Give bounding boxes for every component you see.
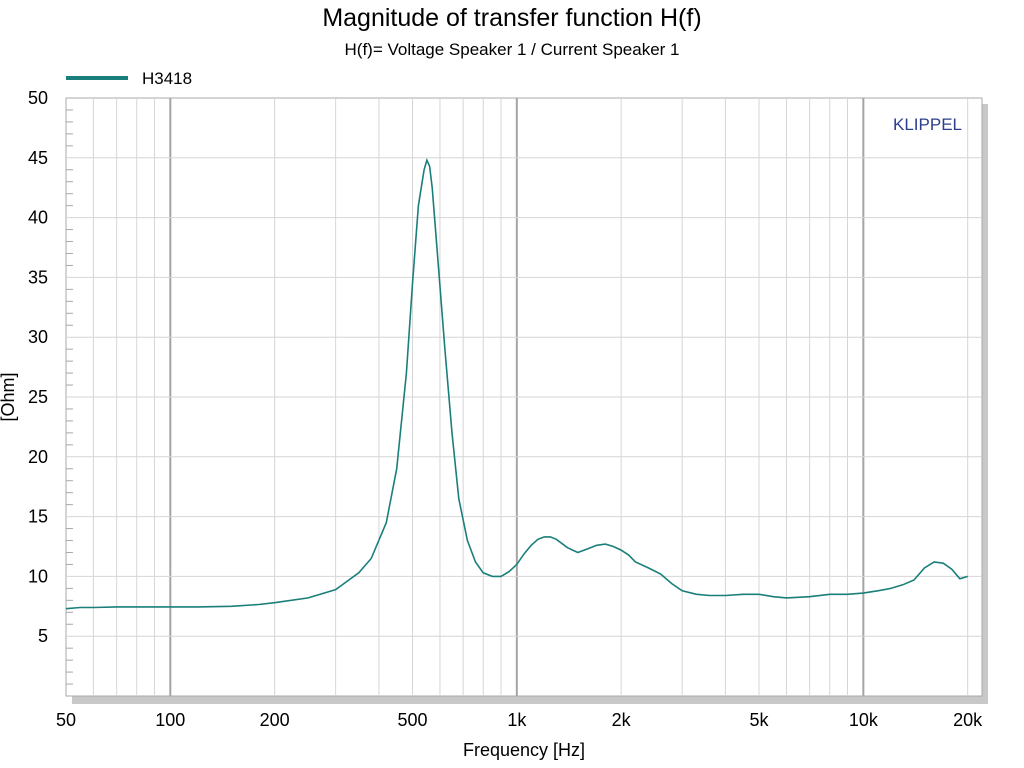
x-tick-labels: 50 100 200 500 1k 2k 5k 10k 20k — [56, 710, 983, 730]
y-tick-label: 15 — [28, 507, 48, 527]
y-tick-label: 35 — [28, 267, 48, 287]
series-line-h3418 — [65, 157, 968, 610]
y-tick-label: 25 — [28, 387, 48, 407]
x-tick-label: 20k — [953, 710, 983, 730]
legend: H3418 — [66, 69, 192, 88]
x-tick-label: 2k — [612, 710, 632, 730]
y-tick-label: 5 — [38, 626, 48, 646]
y-tick-label: 20 — [28, 447, 48, 467]
x-tick-label: 1k — [507, 710, 527, 730]
chart-title: Magnitude of transfer function H(f) — [322, 4, 701, 32]
y-tick-labels: 5 10 15 20 25 30 35 40 45 50 — [28, 88, 48, 646]
brand-label: KLIPPEL — [893, 115, 962, 134]
chart-subtitle: H(f)= Voltage Speaker 1 / Current Speake… — [345, 40, 680, 59]
y-tick-label: 40 — [28, 208, 48, 228]
y-tick-label: 50 — [28, 88, 48, 108]
grid — [66, 98, 982, 696]
y-tick-label: 45 — [28, 148, 48, 168]
x-tick-label: 5k — [750, 710, 770, 730]
x-tick-label: 50 — [56, 710, 76, 730]
x-tick-label: 200 — [260, 710, 290, 730]
x-tick-label: 500 — [397, 710, 427, 730]
y-tick-label: 30 — [28, 327, 48, 347]
x-axis-label: Frequency [Hz] — [463, 740, 585, 760]
x-tick-label: 100 — [155, 710, 185, 730]
y-tick-label: 10 — [28, 566, 48, 586]
y-minor-ticks — [66, 109, 73, 685]
x-tick-label: 10k — [849, 710, 879, 730]
legend-label: H3418 — [142, 69, 192, 88]
y-axis-label: [Ohm] — [0, 372, 18, 421]
